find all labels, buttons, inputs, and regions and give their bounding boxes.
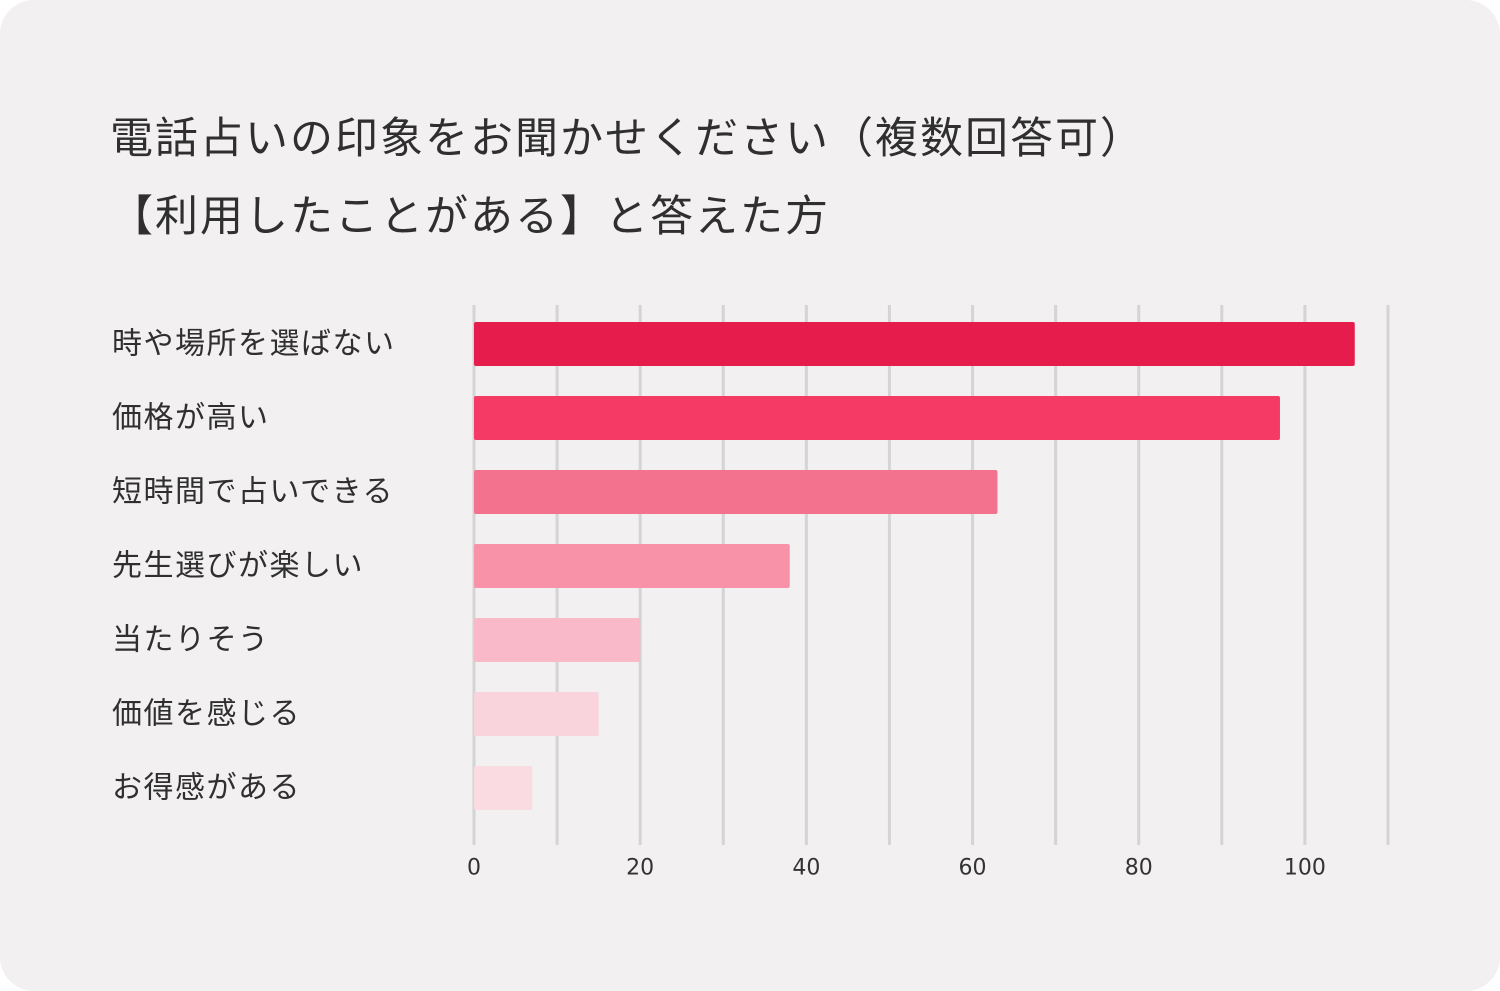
category-label: 価値を感じる bbox=[112, 697, 301, 732]
bar bbox=[474, 470, 998, 514]
category-label: 当たりそう bbox=[112, 623, 270, 658]
category-label: 短時間で占いできる bbox=[112, 475, 394, 510]
category-label: 時や場所を選ばない bbox=[112, 327, 396, 362]
x-tick-label: 100 bbox=[1284, 856, 1326, 881]
category-label: お得感がある bbox=[112, 771, 301, 806]
bar bbox=[474, 322, 1355, 366]
category-label: 先生選びが楽しい bbox=[112, 549, 364, 584]
x-tick-label: 60 bbox=[959, 856, 987, 881]
category-label: 価格が高い bbox=[112, 401, 270, 436]
bar bbox=[474, 618, 641, 662]
chart-title-line1: 電話占いの印象をお聞かせください（複数回答可） bbox=[110, 114, 1145, 164]
chart-title-line2: 【利用したことがある】と答えた方 bbox=[110, 192, 830, 242]
bar bbox=[474, 396, 1280, 440]
bar bbox=[474, 544, 790, 588]
bar bbox=[474, 766, 533, 810]
chart-title: 電話占いの印象をお聞かせください（複数回答可） 【利用したことがある】と答えた方 bbox=[110, 100, 1145, 256]
x-tick-label: 80 bbox=[1125, 856, 1153, 881]
x-tick-label: 40 bbox=[792, 856, 820, 881]
bar bbox=[474, 692, 599, 736]
x-tick-label: 0 bbox=[467, 856, 481, 881]
x-tick-label: 20 bbox=[626, 856, 654, 881]
